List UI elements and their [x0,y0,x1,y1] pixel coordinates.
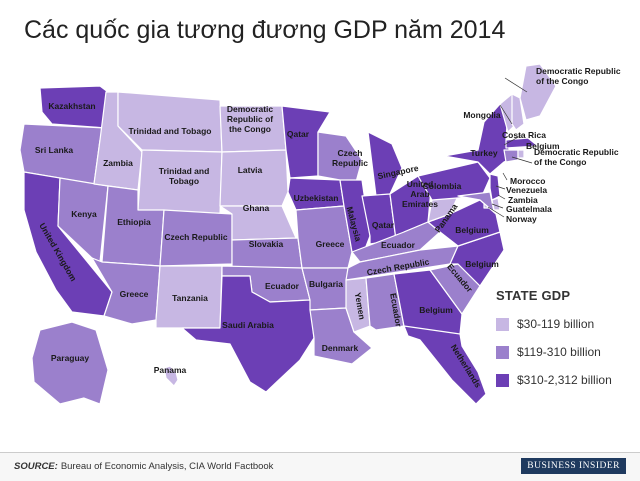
state-label-md: Norway [506,214,537,224]
state-label-nm: Tanzania [172,293,208,303]
map-title: Các quốc gia tương đương GDP năm 2014 [24,16,506,44]
state-label-mt: Trinidad and Tobago [129,126,212,136]
state-label-ga: Belgium [419,305,453,315]
state-me[interactable] [519,63,557,121]
state-ct[interactable] [503,149,519,163]
legend: STATE GDP $30-119 billion $119-310 billi… [496,288,612,401]
state-label-nj: Venezuela [506,185,547,195]
state-ma[interactable] [505,137,539,149]
state-label-in: Qatar [372,220,395,230]
state-label-ny: Turkey [470,148,498,158]
state-sd[interactable] [219,149,289,207]
state-label-ri: Morocco [510,176,545,186]
state-label-nd: Democratic Republic of the Congo [227,104,274,134]
source-label: SOURCE: [14,461,58,472]
state-label-az: Greece [120,289,149,299]
state-label-hi: Panama [154,365,187,375]
state-va[interactable] [427,199,501,247]
state-label-sd: Latvia [238,165,263,175]
source-text: Bureau of Economic Analysis, CIA World F… [60,461,274,472]
state-label-ct: Democratic Republic of the Congo [534,147,619,167]
legend-title: STATE GDP [496,288,571,303]
state-label-wi: Czech Republic [332,148,368,168]
footer: SOURCE: Bureau of Economic Analysis, CIA … [0,452,640,481]
state-label-ne: Ghana [243,203,270,213]
state-label-nv: Kenya [71,209,97,219]
source-note: SOURCE: Bureau of Economic Analysis, CIA … [14,461,273,472]
state-label-nc: Belgium [465,259,499,269]
legend-item-mid: $119-310 billion [496,345,612,359]
state-label-ar: Bulgaria [309,279,343,289]
state-label-ut: Ethiopia [117,217,151,227]
state-mi[interactable] [367,131,403,197]
state-md[interactable] [457,191,495,213]
state-label-vt: Mongolia [463,110,501,120]
state-label-nh: Costa Rica [502,130,546,140]
legend-label-low: $30-119 billion [517,317,595,331]
state-al[interactable] [365,273,405,331]
state-label-me: Democratic Republic of the Congo [536,66,621,86]
state-ms[interactable] [345,277,371,333]
legend-item-low: $30-119 billion [496,317,612,331]
state-label-ms: Yemen [353,292,368,321]
state-pa[interactable] [417,161,491,201]
state-label-wy: Trinidad and Tobago [159,166,210,186]
legend-item-high: $310-2,312 billion [496,373,612,387]
legend-swatch-mid [496,345,509,359]
legend-label-high: $310-2,312 billion [517,373,612,387]
state-label-ma: Belgium [526,141,560,151]
state-tx[interactable] [181,275,315,393]
state-nh[interactable] [511,93,525,131]
state-label-pa: Colombia [423,181,462,191]
state-label-wa: Kazakhstan [48,101,95,111]
state-label-ak: Paraguay [51,353,90,363]
legend-label-mid: $119-310 billion [517,345,601,359]
state-mo[interactable] [295,205,353,269]
legend-swatch-high [496,373,509,387]
state-label-ok: Ecuador [265,281,300,291]
state-label-de: Zambia [508,195,538,205]
state-label-ky: Ecuador [381,240,416,250]
state-label-la: Denmark [322,343,359,353]
state-label-ks: Slovakia [249,239,284,249]
state-label-mo: Greece [316,239,345,249]
state-ak[interactable] [31,321,109,405]
business-insider-logo[interactable]: BUSINESS INSIDER [521,458,626,474]
state-label-ia: Uzbekistan [294,193,339,203]
state-label-co: Czech Republic [164,232,228,242]
state-label-tx: Saudi Arabia [222,320,274,330]
state-label-id: Zambia [103,158,133,168]
state-label-va: Belgium [455,225,489,235]
state-nj[interactable] [489,173,501,201]
state-fl[interactable] [403,325,487,405]
state-label-mn: Qatar [287,129,310,139]
state-ri[interactable] [517,149,525,159]
state-hi[interactable] [163,365,179,387]
state-label-or: Sri Lanka [35,145,74,155]
state-label-dc: Guatelmala [506,204,552,214]
state-label-oh: United Arab Emirates [402,179,438,209]
legend-swatch-low [496,317,509,331]
